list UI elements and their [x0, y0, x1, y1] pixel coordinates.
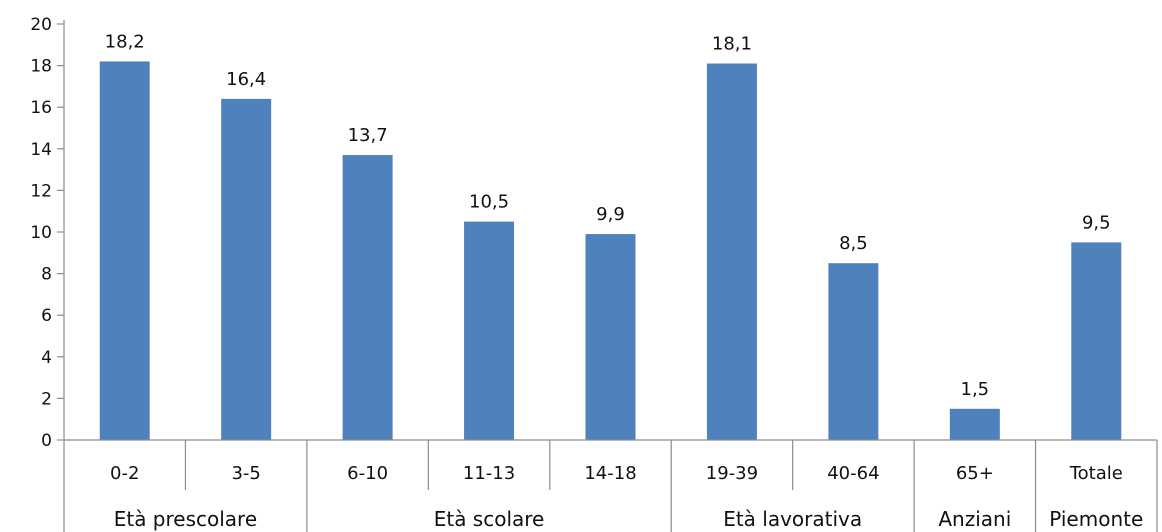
y-tick-label: 16 [30, 98, 52, 118]
y-axis: 0 2 4 6 8 10 12 14 16 18 20 [30, 15, 65, 451]
y-tick-label: 2 [41, 389, 52, 409]
y-tick-label: 20 [30, 15, 52, 35]
category-label-19-39: 19-39 [706, 463, 758, 484]
data-label-14-18: 9,9 [596, 204, 625, 225]
category-label-Totale: Totale [1069, 463, 1123, 484]
bar-19-39 [706, 63, 757, 441]
bar-Totale [1071, 242, 1122, 440]
y-tick-label: 8 [41, 265, 52, 285]
category-label-40-64: 40-64 [827, 463, 879, 484]
data-label-Totale: 9,5 [1082, 212, 1111, 233]
bar-65+ [949, 408, 1000, 440]
group-label: Età lavorativa [723, 507, 862, 531]
y-tick-label: 14 [30, 140, 52, 160]
data-label-3-5: 16,4 [226, 69, 266, 90]
group-label: Piemonte [1049, 507, 1143, 531]
bar-40-64 [828, 263, 879, 440]
bar-11-13 [464, 221, 515, 440]
group-labels: Età prescolare Età scolare Età lavorativa A… [114, 507, 1144, 531]
data-labels: 18,2 16,4 13,7 10,5 9,9 18,1 8,5 1,5 9,5 [105, 31, 1111, 399]
data-label-19-39: 18,1 [712, 34, 752, 55]
x-axis [63, 439, 1158, 532]
data-label-40-64: 8,5 [839, 233, 868, 254]
data-label-0-2: 18,2 [105, 31, 145, 52]
bar-14-18 [585, 234, 636, 440]
y-tick-label: 0 [41, 431, 52, 451]
group-label: Età scolare [434, 507, 545, 531]
y-tick-label: 18 [30, 57, 52, 77]
category-label-65+: 65+ [956, 463, 994, 484]
category-label-3-5: 3-5 [231, 463, 260, 484]
category-label-14-18: 14-18 [584, 463, 636, 484]
group-label: Età prescolare [114, 507, 257, 531]
category-label-6-10: 6-10 [347, 463, 388, 484]
bar-0-2 [99, 61, 150, 440]
bar-6-10 [342, 155, 393, 441]
y-tick-label: 10 [30, 223, 52, 243]
category-label-0-2: 0-2 [110, 463, 139, 484]
data-label-65+: 1,5 [961, 379, 990, 400]
bar-3-5 [221, 98, 272, 440]
y-tick-label: 6 [41, 306, 52, 326]
data-label-6-10: 13,7 [348, 125, 388, 146]
bars [99, 61, 1122, 441]
data-label-11-13: 10,5 [469, 192, 509, 213]
group-label: Anziani [938, 507, 1011, 531]
y-tick-label: 4 [41, 348, 52, 368]
category-labels: 0-2 3-5 6-10 11-13 14-18 19-39 40-64 65+ Totale [110, 463, 1123, 484]
y-tick-label: 12 [30, 181, 52, 201]
category-label-11-13: 11-13 [463, 463, 515, 484]
